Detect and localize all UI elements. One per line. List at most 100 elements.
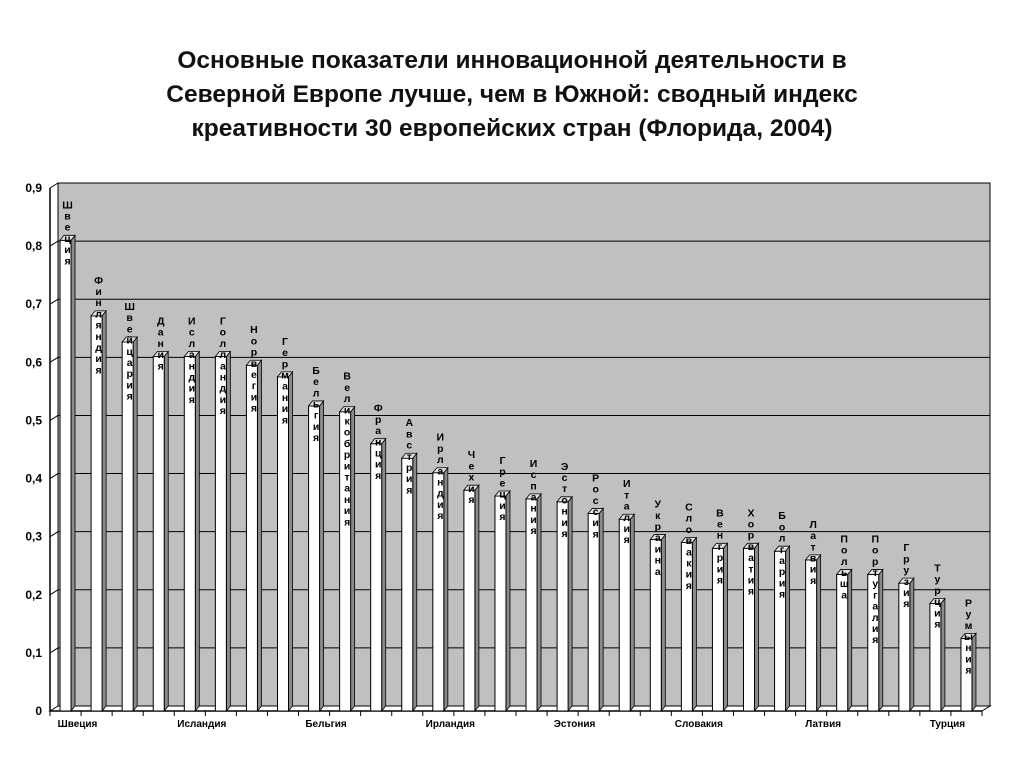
bar-top [835,569,853,575]
bar-side [505,489,511,713]
x-tick-label: Турция [930,719,966,730]
bar-side [319,399,324,713]
gridline-depth [49,473,59,479]
gridline-depth [49,298,59,305]
chart-title: Основные показатели инновационной деятел… [0,44,1024,146]
bar-side [878,568,884,713]
bar-top [680,537,698,543]
bar-top [866,569,884,575]
bar-side [288,370,293,713]
bar-side [691,536,697,713]
gridline-depth [49,589,59,596]
bar-top [276,371,294,378]
bar [277,376,289,712]
gridline-depth [49,356,59,363]
bar-side [132,335,138,713]
bar-top [649,534,667,540]
bar-top [463,484,480,491]
bar-side [816,553,822,713]
bar [587,512,600,712]
bar [152,356,165,712]
y-tick-label: 0,6 [25,355,42,369]
bar-side [754,542,759,713]
bar-top [432,467,449,474]
bar-top [525,493,542,500]
bar-top [960,632,977,639]
x-tick-label: Швеция [58,719,98,730]
bar-top [121,336,138,343]
bar-side [909,577,915,713]
chart-title-line-3: креативности 30 европейских стран (Флори… [191,115,833,142]
bar [463,489,476,712]
gridline-depth [49,240,59,247]
bar [183,356,196,712]
bar-side [474,484,480,713]
bar-top [338,406,356,413]
bar-side [598,507,604,713]
bar-side [194,350,200,713]
bar [245,364,258,712]
bar-top [90,310,107,317]
bar-side [412,452,418,713]
bar-side [940,597,946,713]
bar [59,239,72,712]
bar-top [587,508,604,514]
bar-top [214,351,232,357]
y-tick-label: 0,2 [25,588,42,602]
bar-side [443,466,449,713]
bar-top [369,438,387,445]
x-tick-label: Словакия [675,719,723,730]
y-tick-label: 0,7 [25,297,42,311]
bar [618,518,631,712]
bar-side [567,495,573,713]
bar-side [536,492,542,713]
bar-side [70,234,76,713]
bar-side [225,350,231,713]
gridline-depth [49,647,59,654]
bar-top [152,351,170,357]
chart-title-line-2: Северной Европе лучше, чем в Южной: свод… [166,81,858,108]
x-tick-label: Бельгия [305,719,347,730]
bar-top [804,554,822,561]
bar-top [898,577,915,584]
bar-side [163,350,169,713]
bar-top [711,542,729,549]
gridline-depth [49,531,59,538]
bar-top [556,496,573,503]
bar-top [618,513,636,520]
gridline-depth [49,182,59,189]
bar-side [257,359,262,713]
bar-top [929,598,946,604]
y-tick-label: 0,4 [25,472,42,486]
bar-side [971,632,977,713]
bar-side [381,437,387,713]
bar [494,495,507,712]
x-tick-label: Исландия [177,719,226,730]
bar [370,443,383,712]
bar-side [660,533,666,713]
